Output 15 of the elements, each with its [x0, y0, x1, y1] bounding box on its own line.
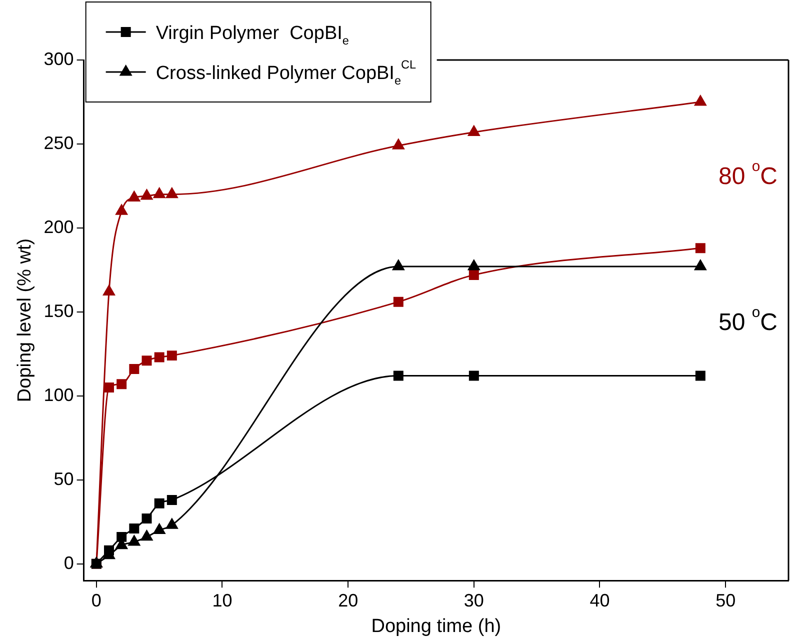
y-tick-label: 0	[64, 552, 74, 573]
y-axis-title: Doping level (% wt)	[14, 238, 36, 402]
x-tick-label: 40	[590, 590, 610, 610]
x-tick-label: 10	[212, 590, 232, 610]
y-tick-label: 250	[44, 132, 74, 153]
y-tick-label: 150	[44, 300, 74, 321]
y-tick-label: 200	[44, 216, 74, 237]
y-tick-label: 300	[44, 48, 74, 69]
x-axis-title: Doping time (h)	[371, 616, 502, 637]
x-tick-label: 50	[716, 590, 736, 610]
x-tick-label: 20	[338, 590, 358, 610]
y-tick-label: 50	[54, 468, 74, 489]
x-tick-label: 30	[464, 590, 484, 610]
x-tick-label: 0	[91, 590, 102, 610]
y-tick-label: 100	[44, 384, 74, 405]
